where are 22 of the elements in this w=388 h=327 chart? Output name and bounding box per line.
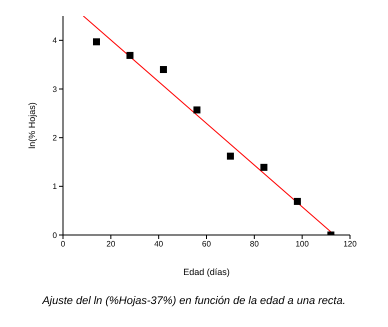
x-tick-label: 0	[60, 240, 66, 249]
x-tick-label: 80	[250, 240, 260, 249]
point	[126, 52, 134, 59]
y-tick-label: 0	[52, 230, 58, 240]
y-tick-label: 2	[52, 134, 58, 143]
x-tick-label: 120	[343, 240, 358, 249]
x-tick-label: 20	[106, 240, 116, 249]
x-tick-label: 100	[295, 240, 310, 249]
x-axis-title: Edad (días)	[183, 267, 230, 277]
x-tick-label: 60	[202, 240, 212, 249]
point	[193, 106, 200, 114]
y-tick-label: 4	[52, 36, 58, 46]
point	[226, 152, 234, 160]
point	[260, 164, 268, 171]
y-tick-label: 1	[52, 182, 58, 192]
x-tick-label: 40	[154, 240, 164, 249]
point	[92, 38, 100, 46]
y-axis-title: ln(% Hojas)	[27, 102, 38, 149]
point	[294, 198, 301, 205]
text: Ajuste del ln (%Hojas-37%) en función de la edad a una recta.	[41, 295, 347, 307]
point	[160, 66, 167, 74]
y-tick-label: 3	[52, 84, 58, 94]
